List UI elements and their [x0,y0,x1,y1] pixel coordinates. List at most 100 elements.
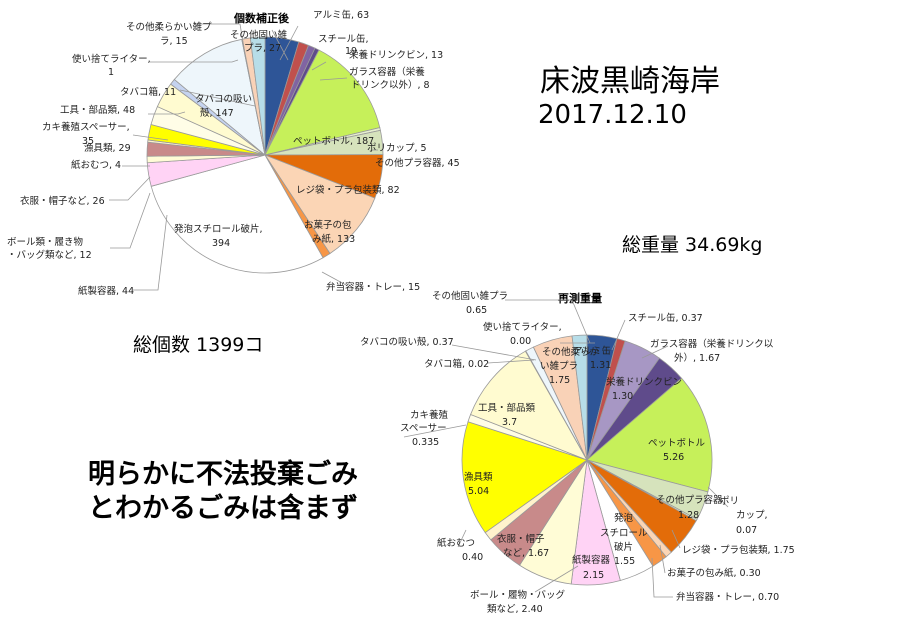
label-polycup: ポリカップ, 5 [367,143,427,154]
total-weight: 総重量 34.69kg [622,234,763,256]
label-tools: 工具・部品類, 48 [60,104,135,116]
label-hard-plastic-2: プラ, 27 [244,43,281,54]
wlabel-styro-2: スチロール [600,528,648,539]
wlabel-aluminum-1: アルミ缶 [573,345,611,357]
wlabel-styro-3: 破片 [614,541,633,553]
label-glass-1: ガラス容器（栄養 [349,66,425,78]
label-other-plastic: その他プラ容器, 45 [375,157,460,169]
wlabel-energy-1: 栄養ドリンクビン [606,376,682,388]
label-glass-2: ドリンク以外）, 8 [351,79,430,91]
label-bento: 弁当容器・トレー, 15 [326,281,420,293]
label-soft-plastic-1: その他柔らかい雑プ [126,21,212,33]
label-fishing: 漁具類, 29 [84,142,131,154]
count-slice-10 [150,154,324,274]
label-styrofoam-2: 394 [212,238,230,249]
label-lighter-2: 1 [108,67,114,78]
label-steel-can-1: スチール缶, [318,33,369,45]
wlabel-fishing-2: 5.04 [468,486,489,497]
wlabel-diapers-2: 0.40 [462,552,483,563]
wlabel-other-plastic-1: その他プラ容器 [656,494,723,506]
label-pet-bottle: ペットボトル, 187 [293,136,374,147]
wlabel-tools-2: 3.7 [502,417,517,428]
leader-lines-count [109,23,378,291]
wlabel-butts: タバコの吸い殻, 0.37 [360,336,454,348]
label-aluminum-can: アルミ缶, 63 [313,9,369,21]
label-balls-2: ・バッグ類など, 12 [7,249,92,261]
wlabel-balls-2: 類など, 2.40 [487,604,543,615]
labels-count: アルミ缶, 63 スチール缶, 19 栄養ドリンクビン, 13 ガラス容器（栄養… [7,9,460,297]
chart-title-count: 個数補正後 [233,11,290,25]
wlabel-glass-2: 外）, 1.67 [674,352,720,364]
labels-weight: アルミ缶 1.31 スチール缶, 0.37 ガラス容器（栄養ドリンク以 外）, … [360,290,795,615]
wlabel-balls-1: ボール・履物・バッグ [470,589,566,601]
label-clothes: 衣服・帽子など, 26 [20,195,105,207]
label-candy-wrap-1: お菓子の包 [304,219,352,231]
label-oyster-1: カキ養殖スペーサー, [42,121,130,133]
wlabel-bento: 弁当容器・トレー, 0.70 [676,591,779,603]
label-styrofoam-1: 発泡スチロール破片, [174,223,263,235]
wlabel-candy-wrap: お菓子の包み紙, 0.30 [667,567,761,579]
count-slice-22 [249,36,266,156]
wlabel-lighter-2: 0.00 [510,336,531,347]
wlabel-fishing-1: 漁具類 [464,471,493,483]
note-line-1: 明らかに不法投棄ごみ [88,459,358,490]
weight-slice-4 [586,377,713,493]
wlabel-oyster-2: スペーサー [400,423,447,434]
label-cig-box: タバコ箱, 11 [120,86,176,98]
label-butts-2: 殻, 147 [200,107,234,119]
label-plastic-bags: レジ袋・プラ包装類, 82 [296,184,400,196]
wlabel-pet-2: 5.26 [663,452,684,463]
total-count: 総個数 1399コ [133,334,264,356]
note-line-2: とわかるごみは含まず [88,493,358,524]
label-soft-plastic-2: ラ, 15 [160,36,188,47]
wlabel-soft-plastic-1: その他柔らか [542,346,600,358]
label-steel-can-2: 19 [345,46,357,57]
wlabel-styro-1: 発泡 [614,512,634,524]
pie-chart-weight [461,334,713,586]
wlabel-paper-1: 紙製容器 [572,554,611,566]
wlabel-polycup-1: ポリ [720,496,739,507]
wlabel-energy-2: 1.30 [612,391,633,402]
wlabel-hard-plastic-2: 0.65 [466,305,487,316]
wlabel-pet-1: ペットボトル [648,438,706,449]
label-balls-1: ボール類・履き物 [7,236,84,248]
wlabel-clothes-2: など, 1.67 [503,548,549,559]
count-slice-4 [264,49,381,156]
label-butts-1: タバコの吸い [195,94,252,105]
wlabel-oyster-1: カキ養殖 [410,409,449,421]
label-energy-drink: 栄養ドリンクビン, 13 [349,49,443,61]
pie-chart-count [146,36,384,274]
wlabel-polycup-2: カップ, [736,510,768,521]
wlabel-paper-2: 2.15 [583,570,604,581]
wlabel-polycup-3: 0.07 [736,525,757,536]
wlabel-glass-1: ガラス容器（栄養ドリンク以 [650,338,774,350]
wlabel-soft-plastic-3: 1.75 [549,375,570,386]
label-diapers: 紙おむつ, 4 [71,159,121,171]
wlabel-lighter-1: 使い捨てライター, [483,321,562,333]
leader-lines-weight [403,299,729,598]
weight-slice-17 [470,350,588,461]
wlabel-hard-plastic-1: その他固い雑プラ [432,290,508,302]
label-oyster-2: 35 [82,136,94,147]
wlabel-diapers-1: 紙おむつ [437,537,475,549]
wlabel-oyster-3: 0.335 [412,437,439,448]
wlabel-clothes-1: 衣服・帽子 [497,533,545,545]
wlabel-cig-box: タバコ箱, 0.02 [424,358,489,370]
wlabel-steel: スチール缶, 0.37 [628,312,703,324]
label-lighter-1: 使い捨てライター, [72,53,151,65]
wlabel-soft-plastic-2: い雑プラ [540,360,578,372]
weight-slice-15 [461,421,588,534]
label-candy-wrap-2: み紙, 133 [312,233,355,245]
label-paper-container: 紙製容器, 44 [78,285,134,297]
count-slice-19 [173,38,266,157]
wlabel-other-plastic-2: 1.28 [678,510,699,521]
label-hard-plastic-1: その他固い雑 [230,29,288,41]
wlabel-aluminum-2: 1.31 [590,360,611,371]
survey-date: 2017.12.10 [538,100,687,130]
wlabel-tools-1: 工具・部品類 [478,402,536,414]
location-title: 床波黒崎海岸 [540,64,720,99]
wlabel-plastic-bags: レジ袋・プラ包装類, 1.75 [682,544,795,556]
wlabel-styro-4: 1.55 [614,556,635,567]
chart-title-weight: 再測重量 [558,291,602,305]
